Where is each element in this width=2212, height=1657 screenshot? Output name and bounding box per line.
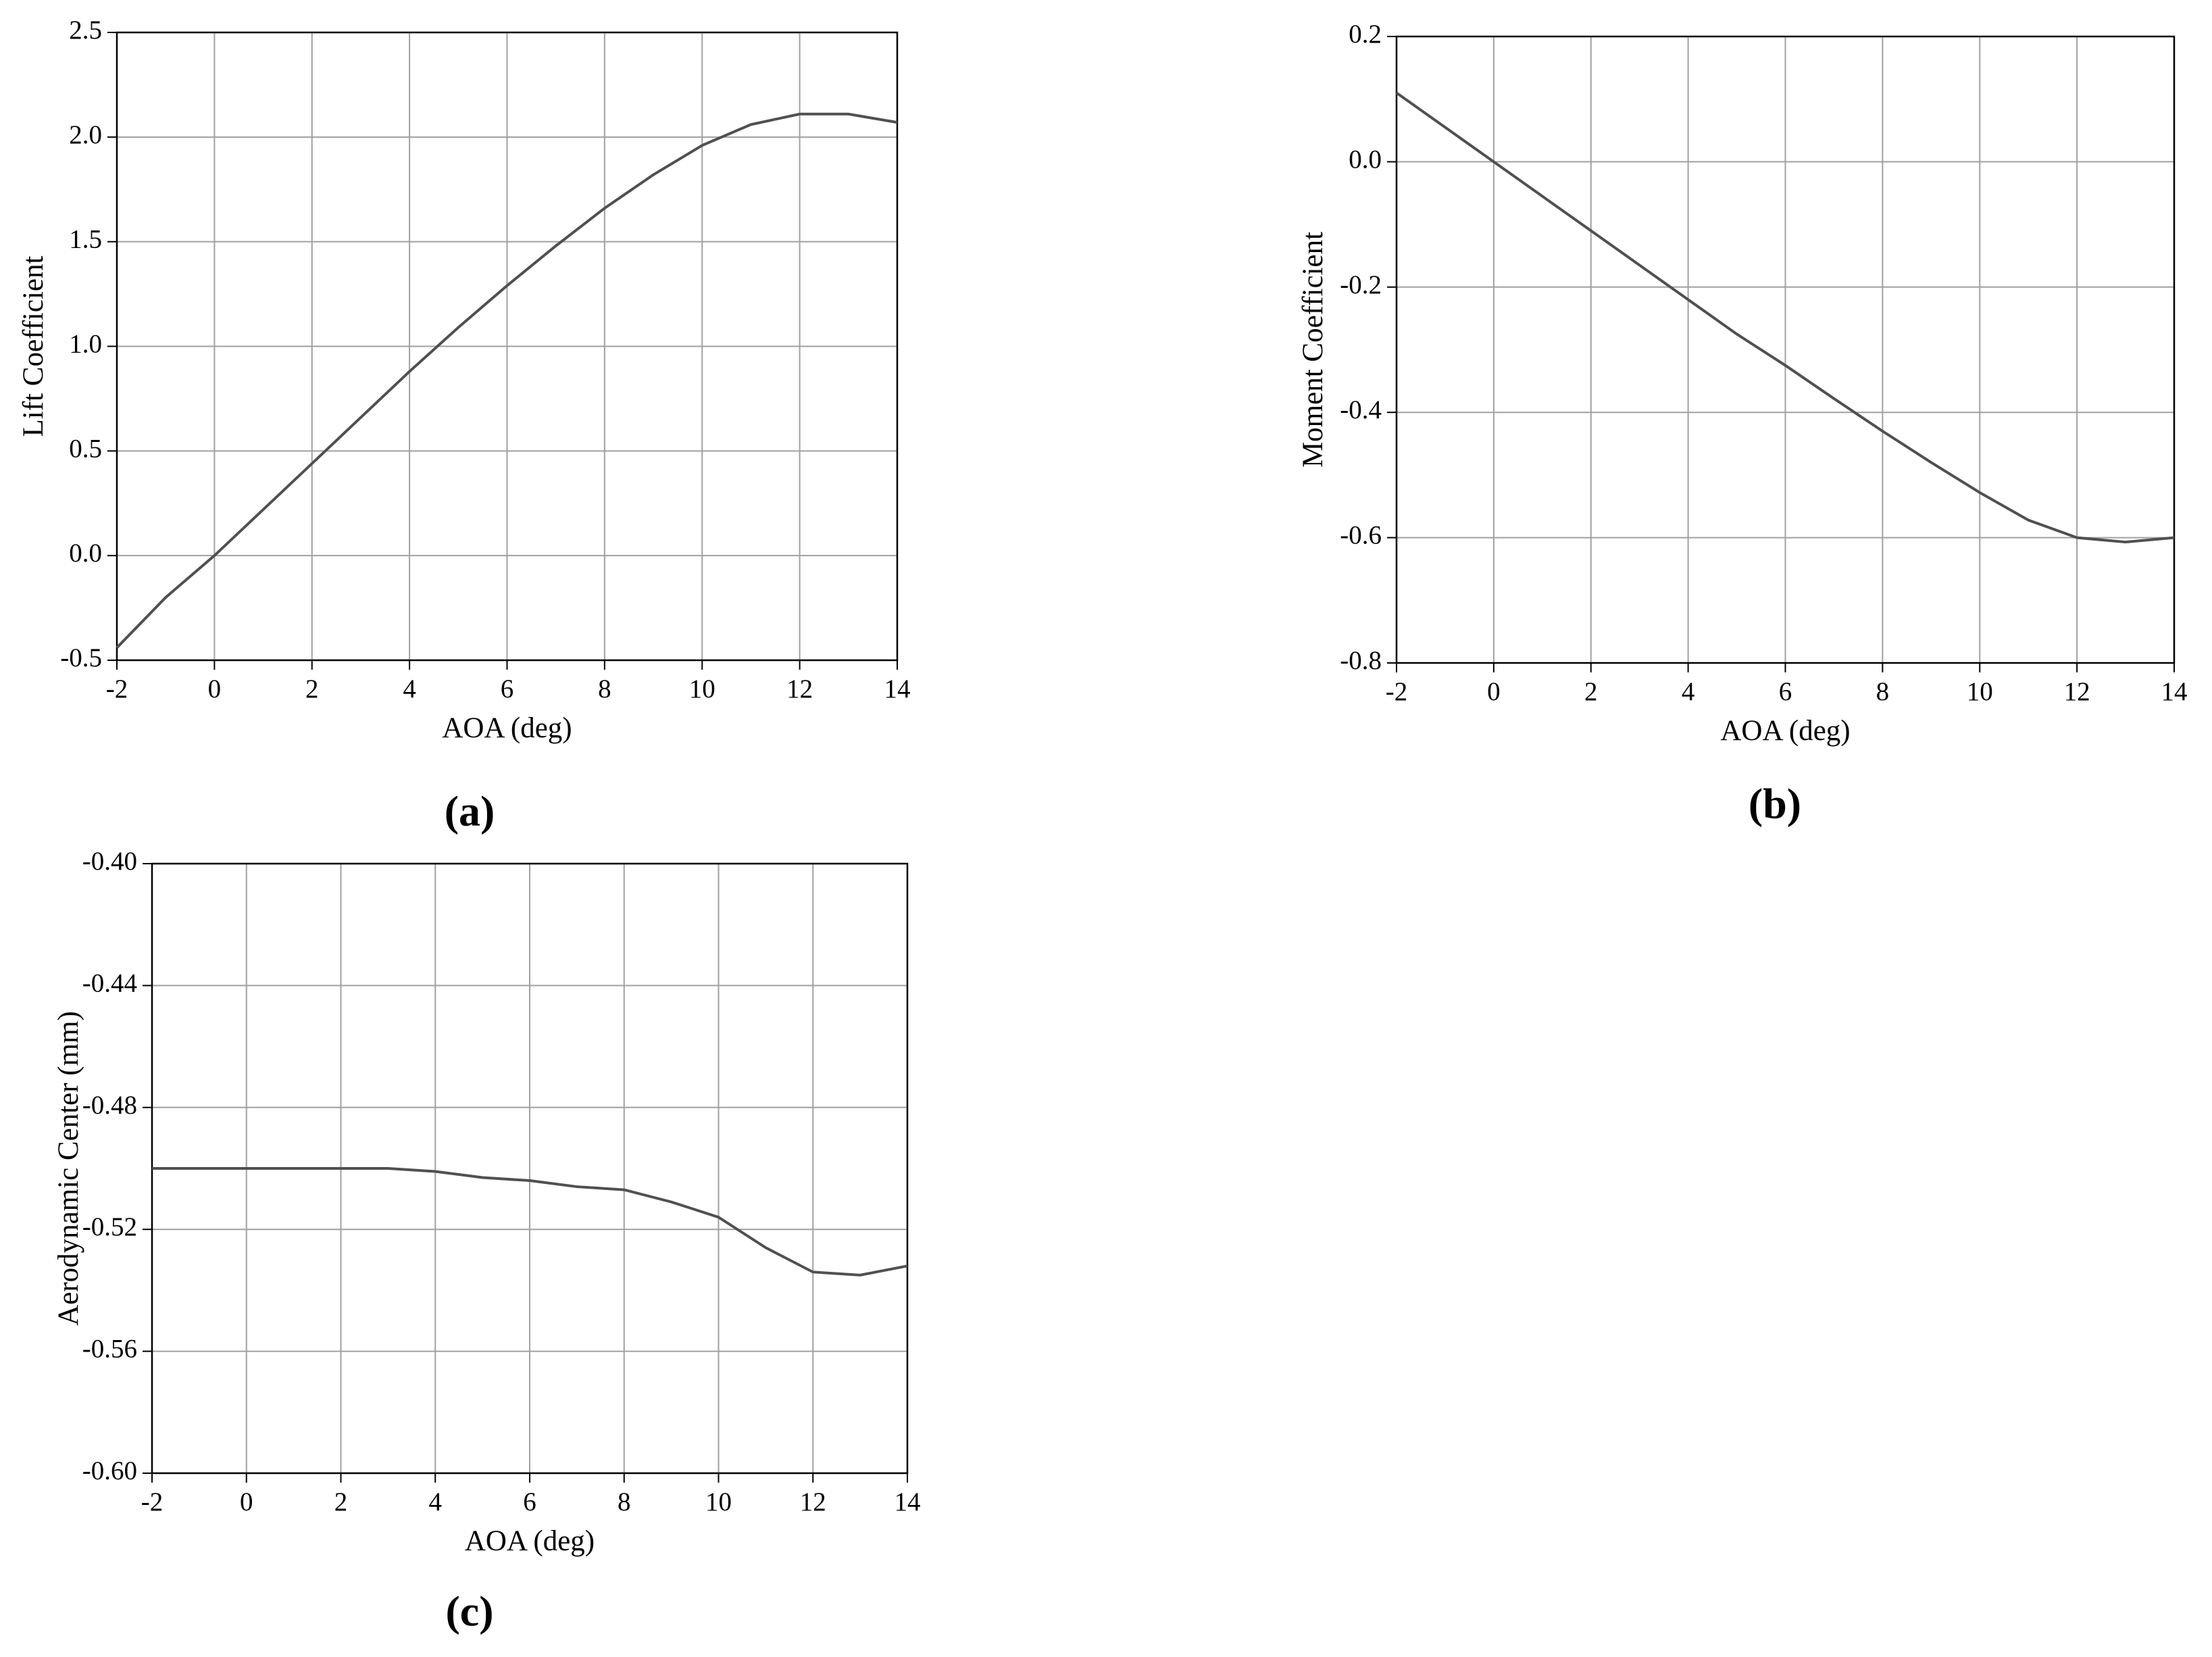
- y-tick-label: -0.8: [1340, 646, 1382, 675]
- x-tick-label: 2: [334, 1487, 348, 1516]
- x-tick-label: 6: [501, 674, 514, 703]
- x-tick-label: 0: [208, 674, 222, 703]
- y-tick-label: -0.52: [82, 1212, 137, 1241]
- y-tick-label: -0.2: [1340, 270, 1382, 299]
- plot-frame: [1395, 35, 2176, 664]
- y-tick-label: 0.0: [69, 539, 102, 568]
- y-tick-label: -0.4: [1340, 395, 1382, 424]
- y-tick-label: -0.5: [60, 643, 102, 672]
- y-tick-label: 0.5: [69, 434, 102, 463]
- y-tick-label: -0.44: [82, 968, 137, 997]
- y-tick-label: 1.5: [69, 225, 102, 254]
- y-axis-label: Lift Coefficient: [18, 256, 49, 437]
- y-tick-label: -0.48: [82, 1091, 137, 1120]
- x-tick-label: 0: [240, 1487, 253, 1516]
- panel-label: (a): [445, 787, 495, 835]
- x-tick-label: 14: [884, 674, 911, 703]
- y-tick-label: -0.40: [82, 847, 137, 876]
- data-line: [116, 112, 898, 649]
- x-tick-label: 0: [1487, 677, 1501, 706]
- x-tick-label: -2: [1386, 677, 1408, 706]
- x-tick-label: 12: [800, 1487, 826, 1516]
- data-line: [152, 1167, 908, 1277]
- x-axis-label: AOA (deg): [442, 712, 572, 744]
- data-line: [1395, 91, 2175, 544]
- y-tick-label: 2.0: [69, 120, 102, 149]
- y-tick-label: 1.0: [69, 329, 102, 358]
- y-tick-label: 2.5: [69, 16, 102, 45]
- plot-frame: [116, 31, 899, 662]
- y-axis-label: Aerodynamic Center (mm): [53, 1011, 84, 1326]
- x-tick-label: 6: [1779, 677, 1792, 706]
- x-tick-label: 10: [689, 674, 715, 703]
- y-tick-label: -0.60: [82, 1456, 137, 1485]
- y-tick-label: 0.0: [1349, 145, 1382, 174]
- y-tick-label: -0.56: [82, 1335, 137, 1364]
- y-axis-label: Moment Coefficient: [1297, 232, 1329, 468]
- x-tick-label: 4: [1682, 677, 1695, 706]
- x-tick-label: 12: [786, 674, 813, 703]
- x-tick-label: 4: [403, 674, 416, 703]
- x-tick-label: 6: [523, 1487, 536, 1516]
- x-tick-label: 2: [1584, 677, 1598, 706]
- y-tick-label: 0.2: [1349, 20, 1382, 49]
- x-tick-label: 8: [618, 1487, 631, 1516]
- x-tick-label: 10: [1967, 677, 1993, 706]
- x-tick-label: 8: [1876, 677, 1890, 706]
- x-axis-label: AOA (deg): [465, 1525, 595, 1557]
- x-tick-label: -2: [106, 674, 128, 703]
- x-tick-label: -2: [141, 1487, 164, 1516]
- x-tick-label: 4: [429, 1487, 443, 1516]
- x-tick-label: 8: [598, 674, 611, 703]
- panel-label: (c): [445, 1587, 493, 1635]
- panel-label: (b): [1749, 780, 1801, 828]
- x-tick-label: 14: [2161, 677, 2188, 706]
- x-tick-label: 14: [895, 1487, 921, 1516]
- x-tick-label: 2: [305, 674, 319, 703]
- x-tick-label: 12: [2064, 677, 2090, 706]
- x-axis-label: AOA (deg): [1720, 715, 1850, 747]
- y-tick-label: -0.6: [1340, 521, 1382, 550]
- x-tick-label: 10: [705, 1487, 732, 1516]
